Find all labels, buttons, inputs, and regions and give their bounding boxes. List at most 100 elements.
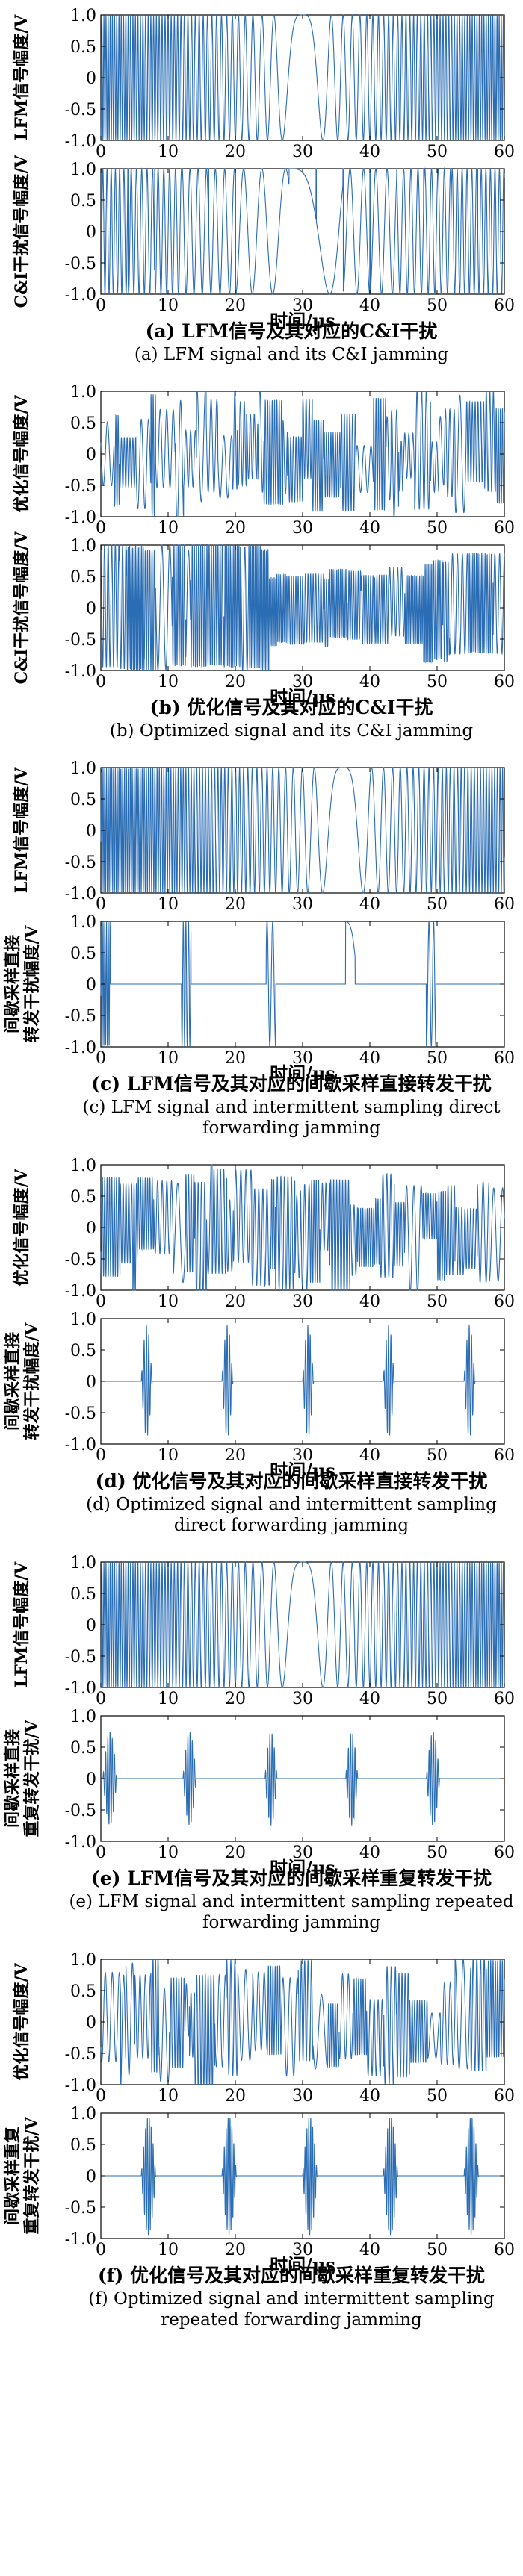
panel-a-chart-bottom: 0 10 20 30 40 50 60 -1.0 -0.5 0 0.5 1.0 C&I干扰信号幅度/V 时… <box>12 155 515 332</box>
y-axis-label: 间歇采样直接 <box>3 1729 22 1828</box>
x-tick-label: 10 <box>158 2241 179 2259</box>
x-tick-label: 60 <box>494 673 515 691</box>
y-tick-label: 1.0 <box>70 1951 96 1970</box>
y-tick-label: -0.5 <box>65 1648 96 1667</box>
x-tick-label: 0 <box>96 673 106 691</box>
x-tick-label: 40 <box>359 296 380 315</box>
y-tick-label: 0.5 <box>70 568 96 587</box>
x-tick-label: 20 <box>225 1446 246 1465</box>
x-tick-label: 40 <box>359 895 380 914</box>
y-tick-label: -1.0 <box>65 1282 96 1301</box>
panel-b-chart-top: 0 10 20 30 40 50 60 -1.0 -0.5 0 0.5 1.0 优化信号幅度/V <box>12 383 515 538</box>
x-tick-label: 30 <box>292 1844 313 1862</box>
y-tick-label: 1.0 <box>70 913 96 932</box>
caption-en: (e) LFM signal and intermittent sampling… <box>69 1892 513 1911</box>
x-tick-label: 40 <box>359 2087 380 2106</box>
y-tick-label: 0.5 <box>70 945 96 963</box>
y-tick-label: -0.5 <box>65 2199 96 2218</box>
y-tick-label: 1.0 <box>70 161 96 179</box>
y-tick-label: 0 <box>86 1373 96 1392</box>
y-tick-label: 0 <box>86 1617 96 1635</box>
y-tick-label: -1.0 <box>65 132 96 151</box>
y-tick-label: 0 <box>86 1219 96 1238</box>
x-tick-label: 50 <box>427 895 448 914</box>
panel-c-chart-top: 0 10 20 30 40 50 60 -1.0 -0.5 0 0.5 1.0 LFM信号幅度/V <box>12 759 515 914</box>
x-tick-label: 40 <box>359 1049 380 1068</box>
x-tick-label: 60 <box>494 1844 515 1862</box>
x-tick-label: 60 <box>494 143 515 161</box>
y-tick-label: 0.5 <box>70 1982 96 2001</box>
x-tick-label: 40 <box>359 519 380 538</box>
x-tick-label: 10 <box>158 1446 179 1465</box>
x-tick-label: 60 <box>494 519 515 538</box>
y-tick-label: 1.0 <box>70 1554 96 1572</box>
y-axis-label: 间歇采样重复 <box>3 2126 22 2225</box>
y-tick-label: 0 <box>86 1770 96 1789</box>
caption-cn: (c) LFM信号及其对应的间歇采样直接转发干扰 <box>91 1073 492 1095</box>
x-axis-label: 时间/μs <box>270 1063 335 1084</box>
y-tick-label: -0.5 <box>65 853 96 872</box>
y-axis-label: LFM信号幅度/V <box>12 14 31 140</box>
panel-a-chart-top: 0 10 20 30 40 50 60 -1.0 -0.5 0 0.5 1.0 LFM信号幅度/V <box>12 7 515 161</box>
caption-en: forwarding jamming <box>202 1913 380 1932</box>
x-tick-label: 10 <box>158 1049 179 1068</box>
y-tick-label: -0.5 <box>65 101 96 119</box>
x-tick-label: 20 <box>225 2241 246 2259</box>
x-tick-label: 0 <box>96 895 106 914</box>
x-tick-label: 20 <box>225 296 246 315</box>
y-axis-label: 优化信号幅度/V <box>12 395 31 513</box>
y-tick-label: 0.5 <box>70 414 96 433</box>
x-tick-label: 10 <box>158 1690 179 1708</box>
y-tick-label: -0.5 <box>65 255 96 273</box>
x-axis-label: 时间/μs <box>270 1460 335 1481</box>
y-tick-label: 1.0 <box>70 383 96 402</box>
y-axis-label: 重复转发干扰/V <box>22 2117 42 2235</box>
x-tick-label: 50 <box>427 1844 448 1862</box>
x-tick-label: 50 <box>427 1690 448 1708</box>
series-line <box>100 391 505 517</box>
y-tick-label: -1.0 <box>65 1679 96 1698</box>
y-tick-label: 0.5 <box>70 1342 96 1360</box>
x-tick-label: 0 <box>96 1446 106 1465</box>
y-tick-label: 0 <box>86 223 96 242</box>
x-tick-label: 60 <box>494 2241 515 2259</box>
y-tick-label: 0 <box>86 600 96 618</box>
y-tick-label: 1.0 <box>70 1708 96 1726</box>
caption-cn: (b) 优化信号及其对应的C&I干扰 <box>149 697 433 718</box>
x-tick-label: 0 <box>96 2087 106 2106</box>
x-tick-label: 10 <box>158 673 179 691</box>
y-tick-label: 1.0 <box>70 1310 96 1329</box>
y-tick-label: -1.0 <box>65 1436 96 1455</box>
series-line <box>100 167 505 296</box>
x-tick-label: 50 <box>427 673 448 691</box>
x-tick-label: 50 <box>427 143 448 161</box>
series-line <box>100 1561 505 1689</box>
x-tick-label: 10 <box>158 1844 179 1862</box>
x-tick-label: 50 <box>427 2241 448 2259</box>
x-tick-label: 20 <box>225 895 246 914</box>
x-tick-label: 40 <box>359 1690 380 1708</box>
panel-c-chart-bottom: 0 10 20 30 40 50 60 -1.0 -0.5 0 0.5 1.0 间歇采样直接 转发干扰幅度… <box>3 913 515 1084</box>
x-tick-label: 10 <box>158 519 179 538</box>
y-axis-label: 转发干扰幅度/V <box>22 925 42 1043</box>
x-tick-label: 30 <box>292 2241 313 2259</box>
y-tick-label: -0.5 <box>65 1802 96 1820</box>
x-tick-label: 20 <box>225 1690 246 1708</box>
x-axis-label: 时间/μs <box>270 686 335 708</box>
x-tick-label: 60 <box>494 1049 515 1068</box>
x-tick-label: 30 <box>292 1690 313 1708</box>
y-tick-label: 1.0 <box>70 537 96 556</box>
series-line <box>100 1958 505 2085</box>
x-tick-label: 30 <box>292 1292 313 1311</box>
x-tick-label: 10 <box>158 1292 179 1311</box>
series-line <box>101 2118 504 2236</box>
x-tick-label: 0 <box>96 1844 106 1862</box>
x-tick-label: 50 <box>427 1049 448 1068</box>
x-tick-label: 30 <box>292 2087 313 2106</box>
x-tick-label: 20 <box>225 2087 246 2106</box>
x-axis-label: 时间/μs <box>270 2254 335 2276</box>
x-tick-label: 60 <box>494 1446 515 1465</box>
panel-f-chart-bottom: 0 10 20 30 40 50 60 -1.0 -0.5 0 0.5 1.0 间歇采样重复 重复转发干扰… <box>3 2105 515 2276</box>
panel-b-chart-bottom: 0 10 20 30 40 50 60 -1.0 -0.5 0 0.5 1.0 C&I干扰信号幅度/V 时… <box>12 531 515 708</box>
caption-en: repeated forwarding jamming <box>161 2310 422 2330</box>
